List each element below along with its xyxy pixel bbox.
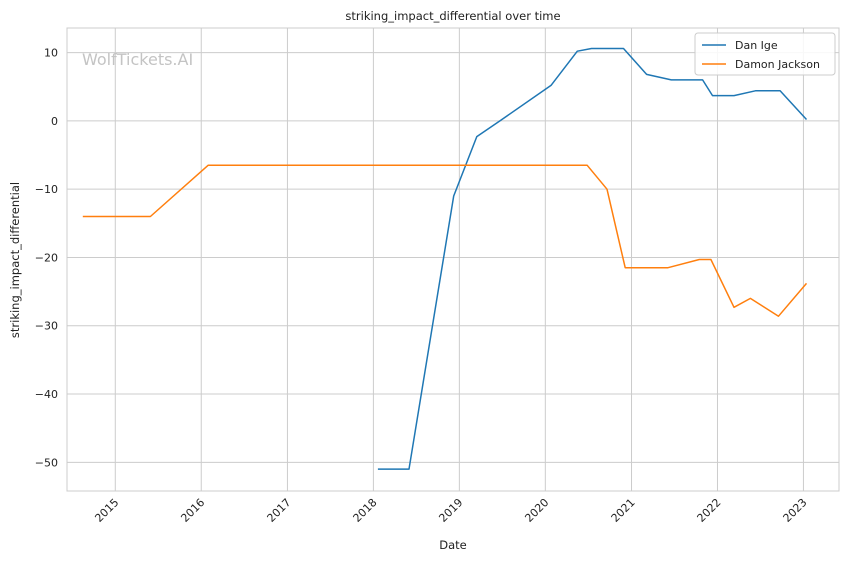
legend-box [694, 32, 836, 76]
y-tick-label: −20 [35, 251, 58, 264]
y-tick-label: −30 [35, 320, 58, 333]
series-lines [82, 47, 808, 470]
y-axis-ticks: 10 0 −10 −20 −30 −40 −50 [35, 47, 58, 470]
watermark: WolfTickets.AI [82, 50, 193, 69]
y-tick-label: 0 [51, 115, 58, 128]
y-tick-label: −50 [35, 456, 58, 469]
series-line-dan-ige [377, 47, 808, 470]
legend: Dan Ige Damon Jackson [694, 32, 836, 76]
y-tick-label: −40 [35, 388, 58, 401]
y-tick-label: 10 [44, 47, 58, 60]
legend-label-dan-ige: Dan Ige [735, 39, 778, 52]
legend-label-damon-jackson: Damon Jackson [735, 58, 820, 71]
y-tick-label: −10 [35, 183, 58, 196]
series-line-damon-jackson [82, 164, 808, 317]
y-axis-label: striking_impact_differential [8, 182, 22, 338]
chart-title: striking_impact_differential over time [345, 9, 560, 23]
plot-frame [66, 27, 840, 492]
x-axis-label: Date [439, 538, 467, 552]
